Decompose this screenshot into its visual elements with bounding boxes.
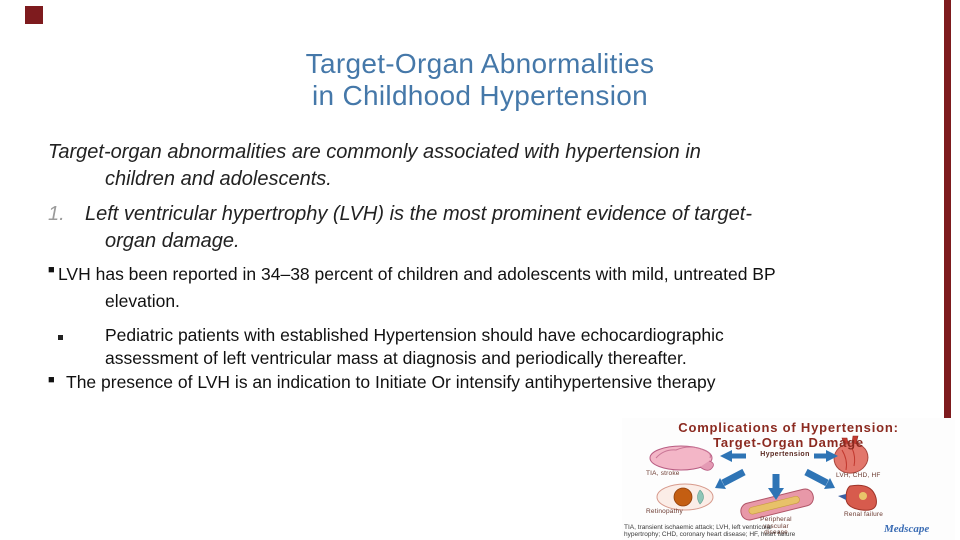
diagram-artwork — [649, 435, 877, 521]
intro-paragraph: Target-organ abnormalities are commonly … — [48, 139, 701, 193]
diagram-title-line2: Target-Organ Damage — [713, 435, 864, 450]
label-peripheral-vascular-disease: Peripheral vascular disease — [754, 516, 798, 537]
square-bullet-icon: ■ — [48, 264, 55, 276]
label-renal-failure: Renal failure — [844, 511, 884, 518]
complications-diagram-image: Complications of Hypertension: Target-Or… — [622, 418, 955, 540]
label-peripheral-line1: Peripheral — [760, 516, 792, 523]
slide-title-line1: Target-Organ Abnormalities — [305, 48, 655, 79]
accent-square-topleft — [25, 6, 43, 24]
accent-bar-right — [944, 0, 951, 540]
list-number: 1. — [48, 203, 65, 225]
numbered-item-line1: Left ventricular hypertrophy (LVH) is th… — [85, 203, 752, 225]
label-peripheral-line3: disease — [764, 529, 788, 536]
hypertension-center-label: Hypertension — [760, 451, 810, 458]
label-tia-stroke: TIA, stroke — [646, 470, 680, 477]
bullet-pediatric-line2: assessment of left ventricular mass at d… — [105, 348, 687, 368]
bullet-lvh-line1: LVH has been reported in 34–38 percent o… — [58, 264, 776, 284]
numbered-item-line2: organ damage. — [105, 230, 240, 252]
slide-title-line2: in Childhood Hypertension — [312, 80, 648, 111]
square-bullet-icon: ■ — [48, 374, 55, 386]
bullet-lvh-reported: LVH has been reported in 34–38 percent o… — [58, 261, 776, 315]
intro-line2: children and adolescents. — [105, 168, 332, 190]
medscape-logo: Medscape — [884, 523, 930, 535]
label-lvh-chd-hf: LVH, CHD, HF — [836, 472, 881, 479]
intro-line1: Target-organ abnormalities are commonly … — [48, 141, 701, 163]
hypertension-arrows-icon — [715, 450, 838, 500]
label-peripheral-line2: vascular — [763, 522, 789, 530]
bullet-pediatric-line1: Pediatric patients with established Hype… — [105, 325, 724, 345]
kidney-icon — [838, 484, 877, 511]
label-retinopathy: Retinopathy — [646, 508, 683, 515]
diagram-caption: TIA, transient ischaemic attack; LVH, le… — [624, 524, 795, 538]
diagram-title: Complications of Hypertension: Target-Or… — [622, 420, 955, 450]
eye-icon — [656, 483, 714, 511]
numbered-item-1: 1. Left ventricular hypertrophy (LVH) is… — [48, 201, 752, 255]
bullet-pediatric: Pediatric patients with established Hype… — [105, 324, 724, 370]
slide-title: Target-Organ Abnormalities in Childhood … — [0, 48, 960, 112]
diagram-caption-line2: hypertrophy; CHD, coronary heart disease… — [624, 531, 796, 538]
small-square-bullet-icon — [58, 335, 63, 340]
bullet-presence-lvh: The presence of LVH is an indication to … — [66, 372, 716, 392]
bullet-lvh-line2: elevation. — [105, 291, 180, 311]
diagram-caption-line1: TIA, transient ischaemic attack; LVH, le… — [624, 524, 773, 531]
diagram-title-line1: Complications of Hypertension: — [678, 420, 899, 435]
brain-icon — [649, 445, 714, 471]
heart-icon — [833, 435, 869, 474]
